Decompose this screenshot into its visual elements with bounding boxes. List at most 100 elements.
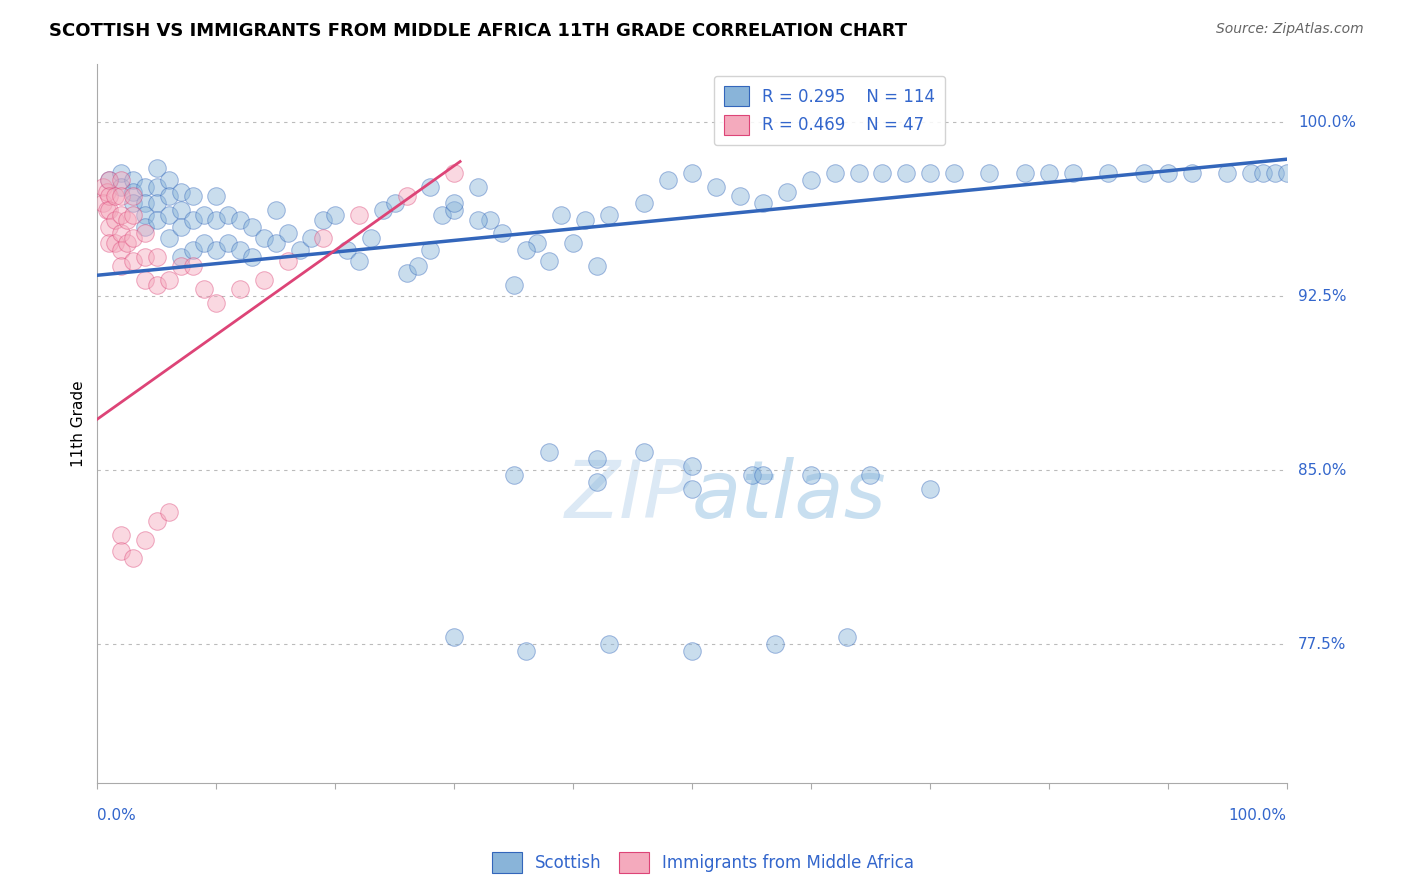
Point	[122, 185, 145, 199]
Point	[157, 173, 180, 187]
Point	[384, 196, 406, 211]
Point	[562, 235, 585, 250]
Point	[979, 166, 1001, 180]
Point	[122, 551, 145, 566]
Point	[146, 250, 169, 264]
Point	[502, 467, 524, 482]
Point	[1264, 166, 1286, 180]
Point	[157, 505, 180, 519]
Point	[681, 166, 703, 180]
Text: 100.0%: 100.0%	[1229, 808, 1286, 823]
Point	[110, 227, 132, 241]
Point	[98, 173, 121, 187]
Point	[1157, 166, 1180, 180]
Point	[1062, 166, 1084, 180]
Point	[110, 208, 132, 222]
Point	[240, 250, 263, 264]
Text: 92.5%: 92.5%	[1298, 289, 1347, 303]
Legend: Scottish, Immigrants from Middle Africa: Scottish, Immigrants from Middle Africa	[485, 846, 921, 880]
Point	[134, 208, 156, 222]
Point	[800, 173, 823, 187]
Point	[312, 212, 335, 227]
Point	[491, 227, 513, 241]
Point	[598, 637, 620, 651]
Point	[157, 231, 180, 245]
Point	[538, 254, 561, 268]
Point	[301, 231, 323, 245]
Point	[122, 196, 145, 211]
Point	[443, 630, 465, 644]
Text: 85.0%: 85.0%	[1298, 463, 1346, 478]
Point	[681, 482, 703, 496]
Point	[419, 243, 441, 257]
Point	[205, 296, 228, 310]
Point	[104, 235, 127, 250]
Point	[205, 212, 228, 227]
Point	[1275, 166, 1298, 180]
Point	[467, 212, 489, 227]
Point	[728, 189, 751, 203]
Point	[538, 444, 561, 458]
Point	[157, 189, 180, 203]
Point	[288, 243, 311, 257]
Point	[312, 231, 335, 245]
Point	[110, 173, 132, 187]
Point	[264, 235, 287, 250]
Text: Source: ZipAtlas.com: Source: ZipAtlas.com	[1216, 22, 1364, 37]
Point	[229, 282, 252, 296]
Point	[181, 212, 204, 227]
Point	[918, 166, 941, 180]
Point	[763, 637, 786, 651]
Point	[633, 196, 655, 211]
Point	[586, 475, 609, 489]
Point	[110, 259, 132, 273]
Point	[193, 208, 215, 222]
Point	[502, 277, 524, 292]
Point	[181, 259, 204, 273]
Point	[395, 189, 418, 203]
Point	[96, 203, 118, 218]
Point	[146, 161, 169, 176]
Point	[1251, 166, 1274, 180]
Point	[122, 254, 145, 268]
Point	[253, 231, 276, 245]
Point	[323, 208, 346, 222]
Point	[408, 259, 430, 273]
Point	[122, 208, 145, 222]
Point	[277, 227, 299, 241]
Point	[110, 189, 132, 203]
Text: SCOTTISH VS IMMIGRANTS FROM MIDDLE AFRICA 11TH GRADE CORRELATION CHART: SCOTTISH VS IMMIGRANTS FROM MIDDLE AFRIC…	[49, 22, 907, 40]
Point	[169, 203, 191, 218]
Point	[96, 185, 118, 199]
Point	[98, 235, 121, 250]
Point	[240, 219, 263, 234]
Point	[104, 189, 127, 203]
Point	[91, 180, 114, 194]
Point	[1038, 166, 1060, 180]
Point	[704, 180, 727, 194]
Point	[918, 482, 941, 496]
Point	[193, 235, 215, 250]
Point	[146, 514, 169, 528]
Point	[91, 196, 114, 211]
Point	[574, 212, 596, 227]
Point	[169, 185, 191, 199]
Point	[586, 259, 609, 273]
Point	[169, 250, 191, 264]
Text: atlas: atlas	[692, 457, 887, 534]
Point	[134, 196, 156, 211]
Point	[872, 166, 894, 180]
Point	[110, 180, 132, 194]
Point	[217, 235, 239, 250]
Point	[800, 467, 823, 482]
Point	[122, 231, 145, 245]
Point	[1133, 166, 1156, 180]
Point	[110, 243, 132, 257]
Point	[98, 219, 121, 234]
Text: 0.0%: 0.0%	[97, 808, 136, 823]
Point	[104, 212, 127, 227]
Point	[229, 243, 252, 257]
Point	[110, 544, 132, 558]
Point	[146, 180, 169, 194]
Point	[115, 212, 138, 227]
